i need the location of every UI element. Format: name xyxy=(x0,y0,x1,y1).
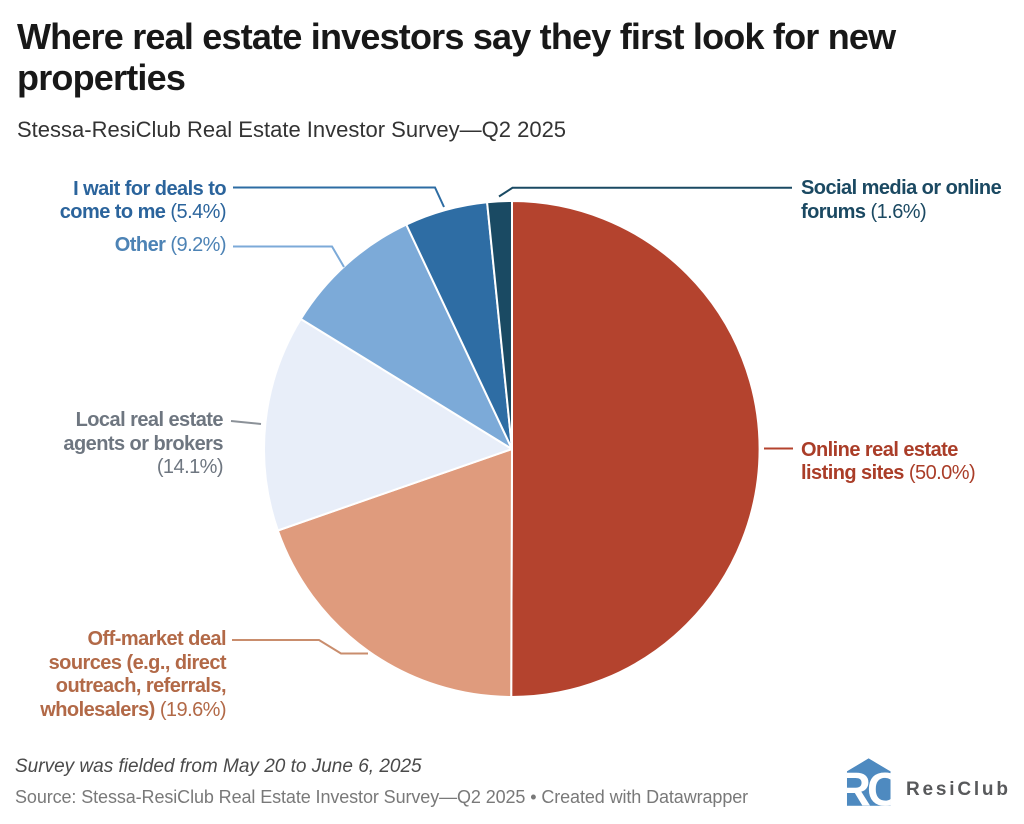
svg-text:C: C xyxy=(867,763,893,807)
svg-text:R: R xyxy=(846,763,871,807)
